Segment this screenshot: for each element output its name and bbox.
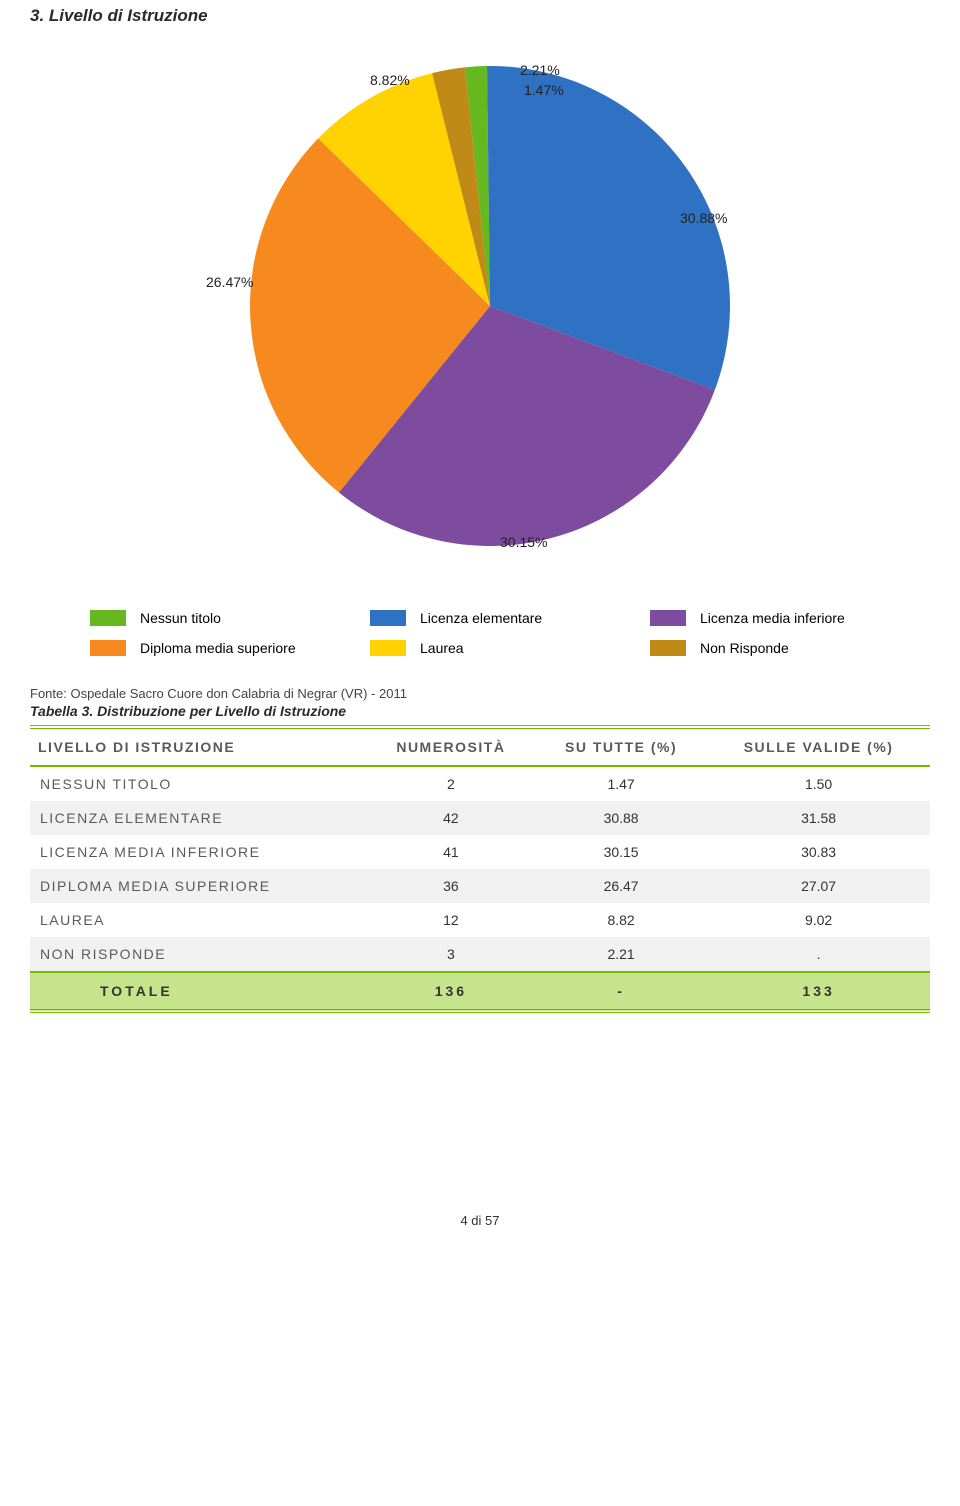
pie-percent-label: 1.47% [524,82,564,98]
col-header: SU TUTTE (%) [535,727,707,766]
total-label: TOTALE [30,972,367,1011]
table-cell: LICENZA ELEMENTARE [30,801,367,835]
table-cell: 1.47 [535,766,707,801]
page-number: 4 di 57 [30,1213,930,1228]
table-cell: 3 [367,937,535,972]
table-row: DIPLOMA MEDIA SUPERIORE3626.4727.07 [30,869,930,903]
legend-item: Nessun titolo [90,610,350,626]
legend-swatch [370,610,406,626]
col-header: NUMEROSITÀ [367,727,535,766]
pie-chart: 1.47% 30.88% 30.15% 26.47% 8.82% 2.21% Nessun… [30,46,930,666]
section-title: 3. Livello di Istruzione [30,6,930,26]
legend-item: Diploma media superiore [90,640,350,656]
pie-percent-label: 30.15% [500,534,547,550]
table-cell: 30.88 [535,801,707,835]
legend-swatch [370,640,406,656]
legend-item: Licenza elementare [370,610,630,626]
table-cell: 26.47 [535,869,707,903]
legend-swatch [650,610,686,626]
chart-legend: Nessun titolo Licenza elementare Licenza m… [90,610,910,656]
col-header: SULLE VALIDE (%) [707,727,930,766]
table-row: LICENZA ELEMENTARE4230.8831.58 [30,801,930,835]
total-valide: 133 [707,972,930,1011]
table-cell: 41 [367,835,535,869]
pie-percent-label: 30.88% [680,210,727,226]
table-cell: 30.15 [535,835,707,869]
legend-swatch [90,640,126,656]
table-row: NON RISPONDE32.21. [30,937,930,972]
table-cell: 42 [367,801,535,835]
legend-label: Nessun titolo [140,610,221,626]
table-cell: LAUREA [30,903,367,937]
data-table: LIVELLO DI ISTRUZIONE NUMEROSITÀ SU TUTT… [30,725,930,1013]
legend-item: Licenza media inferiore [650,610,910,626]
legend-swatch [90,610,126,626]
table-caption: Tabella 3. Distribuzione per Livello di … [30,703,930,719]
table-cell: 9.02 [707,903,930,937]
legend-label: Laurea [420,640,464,656]
table-header-row: LIVELLO DI ISTRUZIONE NUMEROSITÀ SU TUTT… [30,727,930,766]
pie-percent-label: 2.21% [520,62,560,78]
total-n: 136 [367,972,535,1011]
table-cell: 2 [367,766,535,801]
table-cell: . [707,937,930,972]
table-cell: 30.83 [707,835,930,869]
legend-label: Licenza media inferiore [700,610,845,626]
legend-item: Laurea [370,640,630,656]
table-cell: NON RISPONDE [30,937,367,972]
table-cell: 8.82 [535,903,707,937]
table-cell: 31.58 [707,801,930,835]
legend-label: Non Risponde [700,640,789,656]
legend-item: Non Risponde [650,640,910,656]
pie-percent-label: 8.82% [370,72,410,88]
table-row: NESSUN TITOLO21.471.50 [30,766,930,801]
table-cell: LICENZA MEDIA INFERIORE [30,835,367,869]
legend-swatch [650,640,686,656]
table-cell: 2.21 [535,937,707,972]
table-cell: 36 [367,869,535,903]
table-row: LICENZA MEDIA INFERIORE4130.1530.83 [30,835,930,869]
table-cell: 27.07 [707,869,930,903]
col-header: LIVELLO DI ISTRUZIONE [30,727,367,766]
table-cell: 1.50 [707,766,930,801]
legend-label: Diploma media superiore [140,640,296,656]
table-row: LAUREA128.829.02 [30,903,930,937]
total-tutte: - [535,972,707,1011]
pie-svg-holder [250,66,730,551]
table-cell: DIPLOMA MEDIA SUPERIORE [30,869,367,903]
table-cell: NESSUN TITOLO [30,766,367,801]
legend-label: Licenza elementare [420,610,542,626]
table-cell: 12 [367,903,535,937]
source-line: Fonte: Ospedale Sacro Cuore don Calabria… [30,686,930,701]
pie-percent-label: 26.47% [206,274,253,290]
table-total-row: TOTALE 136 - 133 [30,972,930,1011]
